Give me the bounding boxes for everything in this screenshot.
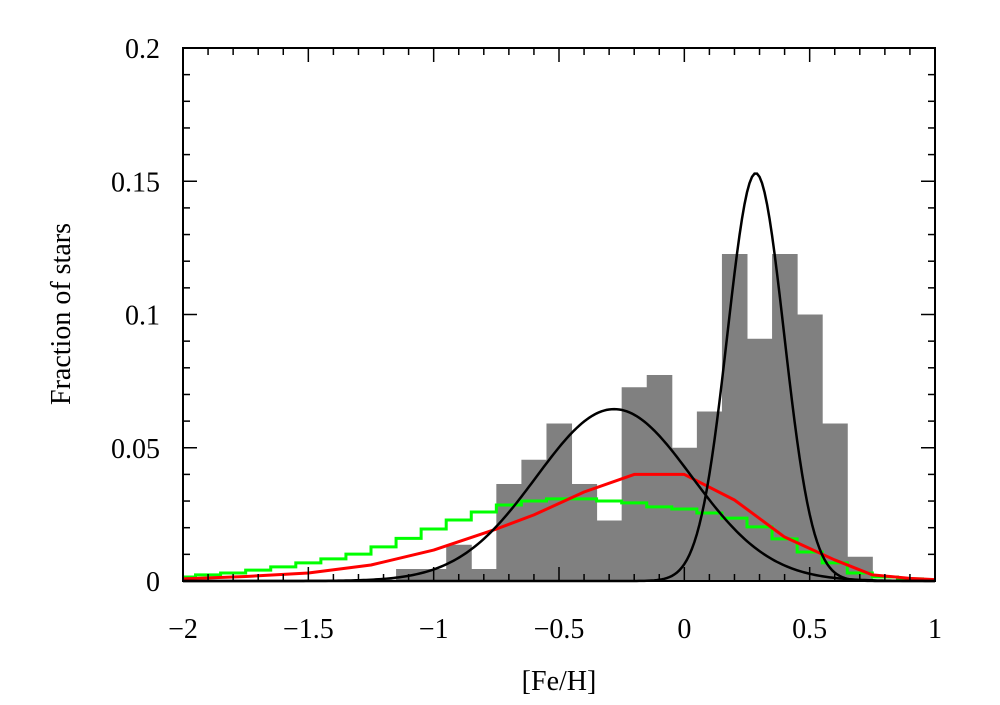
x-tick-label: 1 [928,614,942,645]
plot-frame [182,47,936,582]
x-tick-label: 0.5 [792,614,827,645]
histogram-bar [721,254,748,581]
y-tick-labels: 0 0.05 0.1 0.15 0.2 [111,34,160,598]
histogram-bar [496,483,522,581]
histogram-bar [747,338,773,581]
x-tick-label: 0 [677,614,691,645]
histogram-bar [671,447,698,581]
y-tick-label: 0.1 [125,301,160,332]
histogram-bar [696,411,723,581]
x-tick-labels: −2 −1.5 −1 −0.5 0 0.5 1 [168,614,942,645]
y-tick-label: 0.15 [111,167,160,198]
y-tick-label: 0.05 [111,434,160,465]
x-tick-label: −1 [419,614,449,645]
y-tick-label: 0 [146,567,160,598]
red-model-line [182,472,936,582]
x-tick-label: −0.5 [534,614,585,645]
y-tick-label: 0.2 [125,34,160,65]
histogram-bars [396,254,873,581]
x-axis-label: [Fe/H] [522,666,597,697]
histogram-bar [797,314,823,581]
histogram-bar [596,520,623,581]
y-axis-label: Fraction of stars [46,223,77,405]
histogram-bar [646,374,673,581]
x-tick-label: −2 [168,614,198,645]
x-tick-label: −1.5 [283,614,334,645]
